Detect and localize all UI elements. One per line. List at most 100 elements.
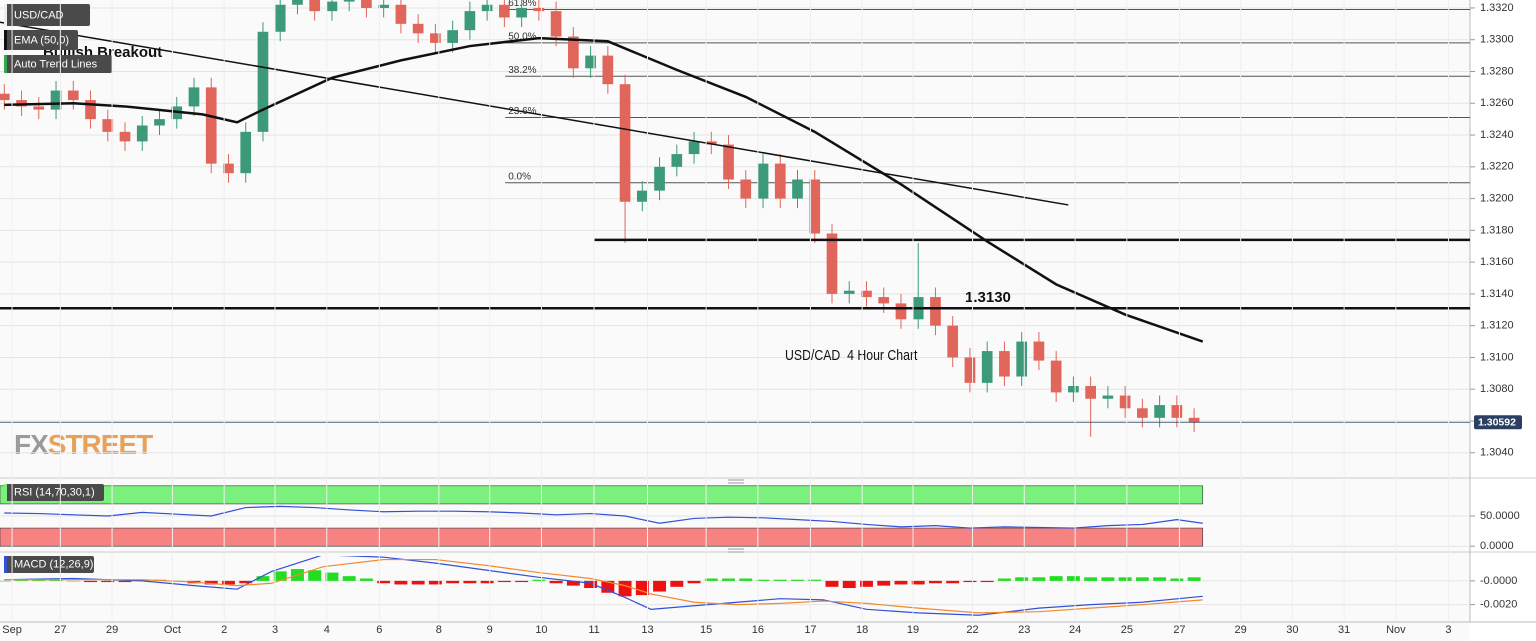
candle-body [619,84,631,202]
candle-body [516,7,527,18]
histogram-bar [273,571,287,581]
histogram-bar [808,579,822,581]
x-tick-label: 22 [966,624,978,636]
x-tick-label: Sep [2,624,22,636]
fib-label: 38.2% [508,65,536,76]
candle-body [119,131,131,142]
candle-body [809,179,821,234]
y-tick-label: 1.3080 [1480,383,1514,395]
y-tick-label: 1.3280 [1480,65,1514,77]
y-tick-label: -0.0000 [1480,575,1517,587]
histogram-bar [515,580,529,583]
legend-strip [4,484,7,501]
overlay: 1.30401.30601.30801.31001.31201.31401.31… [2,2,1522,636]
y-tick-label: 1.3220 [1480,161,1514,173]
candle-body [33,106,45,110]
annotation: USD/CAD 4 Hour Chart [785,347,918,363]
candle-body [1050,360,1062,393]
watermark-street: STREET [48,429,153,460]
x-tick-label: 4 [324,624,330,636]
band [0,527,1204,547]
histogram-bar [825,580,839,587]
y-tick-label: 1.3120 [1480,320,1514,332]
y-tick-label: 1.3320 [1480,2,1514,14]
histogram-bar [1015,577,1029,581]
candle-body [843,290,855,294]
macd-pane [0,556,1470,616]
y-tick-label: 1.3100 [1480,351,1514,363]
histogram-bar [394,580,408,585]
axis-background [1470,0,1536,641]
x-tick-label: 17 [804,624,816,636]
histogram-bar [0,580,11,582]
candle-body [1016,341,1028,377]
candle-body [671,154,683,167]
histogram-bar [463,580,477,584]
histogram-bar [928,580,942,584]
candle-body [292,0,303,5]
histogram-bar [308,570,322,581]
trend-line [0,21,1069,206]
candle-body [826,233,838,294]
candle-body [430,33,441,43]
x-tick-label: 15 [700,624,712,636]
candle-body [481,4,493,12]
candle-body [499,4,510,18]
annotation: 1.3130 [965,289,1011,306]
candle-body [447,30,458,43]
candle-body [205,87,217,164]
histogram-bar [446,580,460,584]
candle-body [1085,386,1096,399]
candle-body [1068,386,1079,393]
histogram-bar [963,580,977,583]
x-tick-label: 31 [1338,624,1350,636]
x-tick-label: 18 [856,624,868,636]
candle-body [636,190,648,202]
candle-body [85,100,96,120]
histogram-bar [601,580,615,593]
candle-body [136,125,148,142]
x-tick-label: 6 [376,624,382,636]
histogram-bar [635,580,649,596]
band [0,485,1204,505]
x-tick-label: 27 [54,624,66,636]
legend-strip [4,4,7,26]
histogram-bar [842,580,856,588]
histogram-bar [256,576,270,581]
x-tick-label: 16 [752,624,764,636]
y-tick-label: 1.3140 [1480,288,1514,300]
legend-box [4,30,78,50]
histogram-bar [549,580,563,584]
histogram-bar [860,580,873,587]
histogram-bar [946,580,960,584]
candle-body [223,163,234,174]
x-tick-label: 11 [588,624,599,636]
candle-body [585,55,596,69]
histogram-bar [377,580,391,584]
x-tick-label: 8 [436,624,442,636]
legend-box [4,4,90,26]
candle-body [1188,417,1200,423]
candle-body [102,119,114,132]
candle-body [1033,341,1045,361]
watermark: FXSTREET [14,429,153,460]
candle-body [361,0,372,8]
candle-body [395,4,407,24]
candle-body [792,179,803,199]
candle-body [1119,395,1131,409]
histogram-bar [756,579,770,581]
histogram-bar [1118,577,1132,581]
y-tick-label: 1.3300 [1480,34,1514,46]
candle-body [895,303,907,320]
y-tick-label: 1.3160 [1480,256,1514,268]
x-tick-label: 30 [1286,624,1298,636]
histogram-bar [497,580,511,583]
histogram-bar [239,580,253,584]
histogram-bar [1170,578,1184,581]
candle-body [378,4,390,8]
x-tick-label: 24 [1069,624,1081,636]
histogram-bar [618,580,632,597]
histogram-bar [411,580,425,585]
legend-strip [4,55,7,73]
